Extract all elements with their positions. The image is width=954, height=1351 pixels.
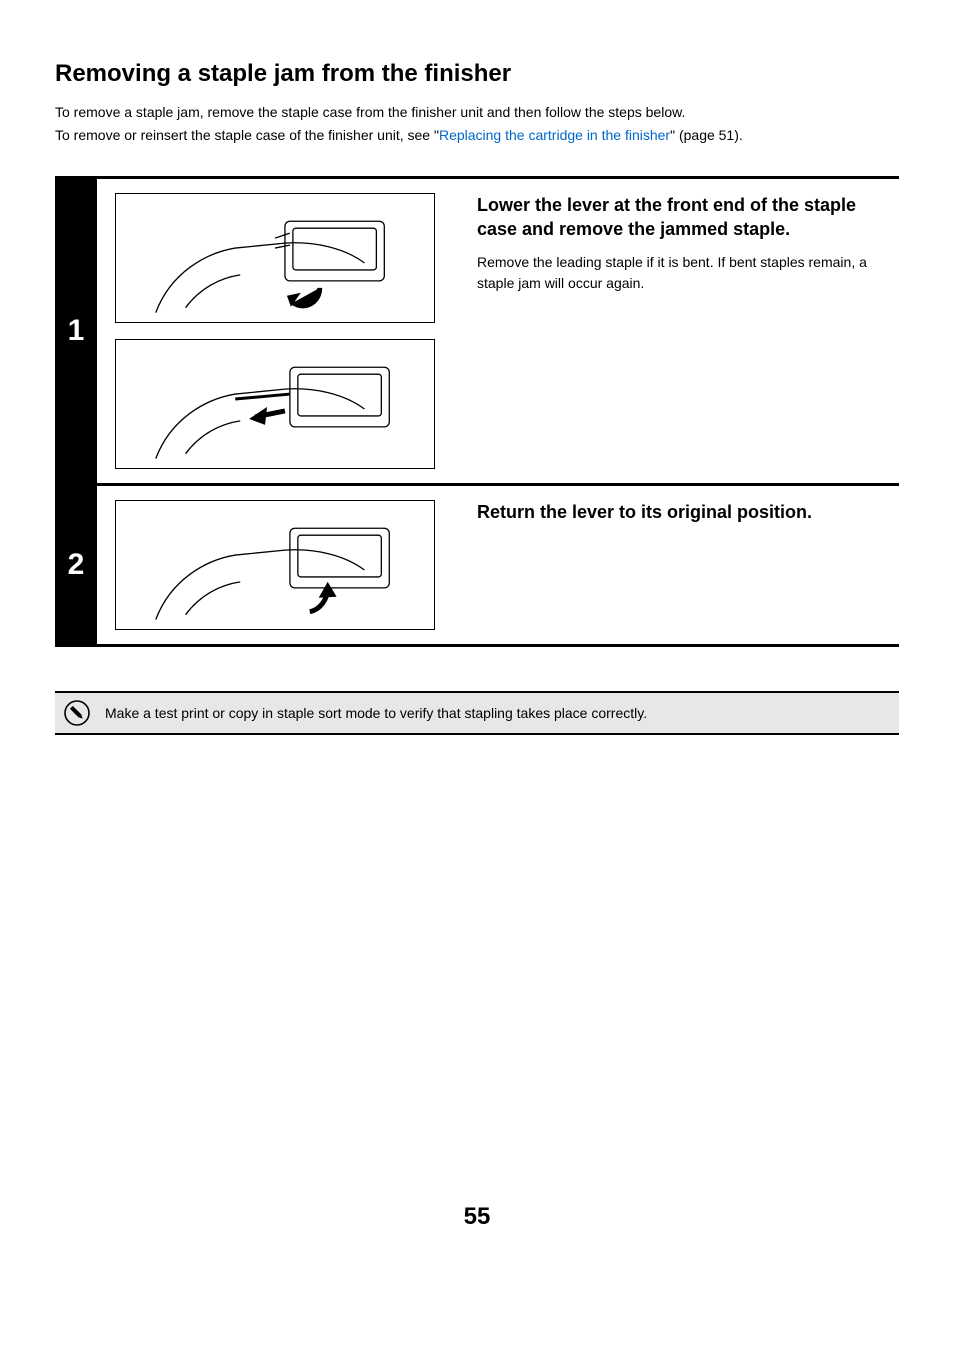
step-2-images bbox=[97, 486, 477, 644]
note-box: Make a test print or copy in staple sort… bbox=[55, 691, 899, 735]
section-title: Removing a staple jam from the finisher bbox=[55, 60, 899, 88]
step-number-1: 1 bbox=[55, 179, 97, 483]
step-number-2: 2 bbox=[55, 486, 97, 644]
step-2-text: Return the lever to its original positio… bbox=[477, 486, 899, 644]
step-1-body: Remove the leading staple if it is bent.… bbox=[477, 252, 893, 294]
note-text: Make a test print or copy in staple sort… bbox=[105, 705, 647, 721]
step-1-image-a bbox=[115, 193, 435, 323]
intro-line-2-post: " (page 51). bbox=[670, 127, 743, 143]
step-1-image-b bbox=[115, 339, 435, 469]
link-replacing-cartridge[interactable]: Replacing the cartridge in the finisher bbox=[439, 127, 670, 143]
page-number: 55 bbox=[0, 1203, 954, 1231]
step-row-2: 2 Return the lever to its original bbox=[55, 486, 899, 647]
step-row-1: 1 bbox=[55, 179, 899, 486]
step-2-heading: Return the lever to its original positio… bbox=[477, 500, 893, 524]
step-2-image-a bbox=[115, 500, 435, 630]
intro-line-2: To remove or reinsert the staple case of… bbox=[55, 125, 899, 146]
step-1-text: Lower the lever at the front end of the … bbox=[477, 179, 899, 483]
step-1-images bbox=[97, 179, 477, 483]
intro-line-1: To remove a staple jam, remove the stapl… bbox=[55, 102, 899, 123]
intro-line-2-pre: To remove or reinsert the staple case of… bbox=[55, 127, 439, 143]
pencil-note-icon bbox=[63, 699, 91, 727]
step-1-heading: Lower the lever at the front end of the … bbox=[477, 193, 893, 242]
